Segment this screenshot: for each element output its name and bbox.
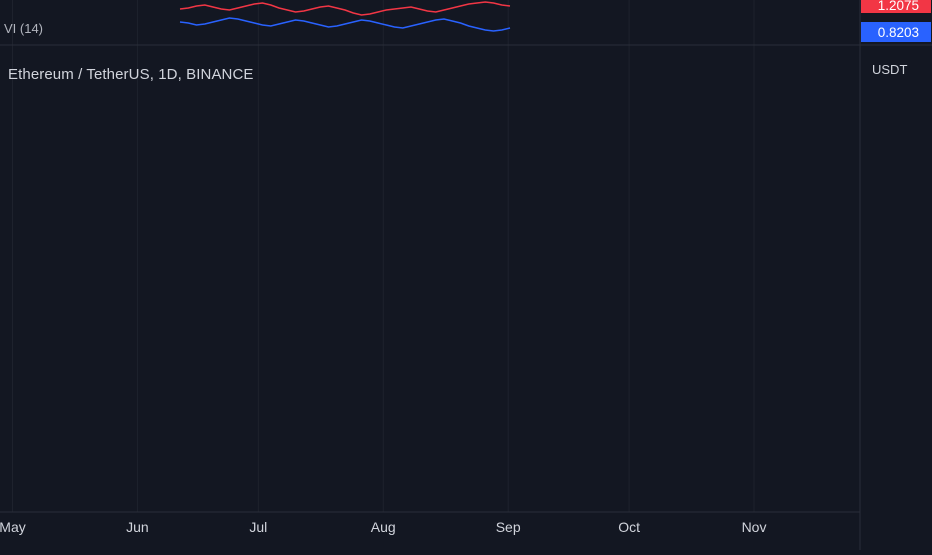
time-tick-label: May	[0, 519, 26, 535]
indicator-pane	[179, 1, 511, 32]
time-tick-label: Nov	[742, 519, 767, 535]
symbol-title[interactable]: Ethereum / TetherUS, 1D, BINANCE	[8, 66, 254, 83]
vi-minus-value: 0.8203	[878, 25, 919, 40]
time-tick-label: Jun	[126, 519, 149, 535]
grid	[12, 0, 755, 512]
vi-plus-value: 1.2075	[878, 0, 919, 13]
time-tick-label: Jul	[249, 519, 267, 535]
time-axis: May Jun Jul Aug Sep Oct Nov	[0, 511, 860, 535]
vi-minus-badge	[861, 22, 931, 42]
time-tick-label: Sep	[496, 519, 521, 535]
time-tick-label: Aug	[371, 519, 396, 535]
vi-plus-badge	[861, 0, 931, 13]
vi-minus-line	[179, 17, 511, 32]
time-tick-label: Oct	[618, 519, 640, 535]
vi-plus-line	[179, 1, 511, 16]
indicator-label[interactable]: VI (14)	[4, 21, 44, 36]
currency-label[interactable]: USDT	[872, 62, 908, 77]
price-axis: 1000.001200.001400.001500.001650.001700.…	[859, 0, 931, 550]
